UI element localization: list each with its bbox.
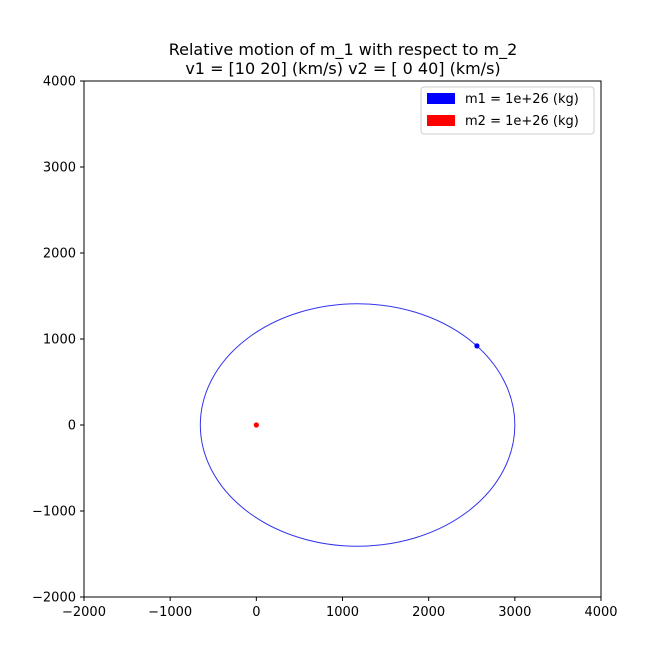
legend-swatch-m1 — [427, 93, 455, 104]
y-tick-label: 0 — [68, 419, 76, 434]
x-tick-label: 4000 — [584, 605, 617, 620]
point-m2 — [253, 422, 259, 428]
x-tick-label: 2000 — [412, 605, 445, 620]
y-tick-label: −2000 — [32, 591, 76, 606]
y-tick-label: 2000 — [43, 247, 76, 262]
legend-box — [420, 86, 595, 135]
legend-swatch-m2 — [427, 115, 455, 126]
x-tick-label: 3000 — [498, 605, 531, 620]
chart-subtitle: v1 = [10 20] (km/s) v2 = [ 0 40] (km/s) — [185, 59, 500, 78]
orbit-layer — [199, 303, 516, 547]
y-tick-label: 4000 — [43, 75, 76, 90]
plot-area — [84, 81, 601, 597]
legend: m1 = 1e+26 (kg) m2 = 1e+26 (kg) — [420, 86, 595, 135]
x-axis: −2000 −1000 0 1000 2000 3000 4000 — [62, 597, 618, 620]
y-tick-label: −1000 — [32, 505, 76, 520]
legend-label-m2: m2 = 1e+26 (kg) — [465, 114, 579, 129]
points-layer — [253, 343, 480, 428]
y-axis: −2000 −1000 0 1000 2000 3000 4000 — [32, 75, 84, 606]
x-tick-label: −1000 — [148, 605, 192, 620]
y-tick-label: 1000 — [43, 333, 76, 348]
point-m1 — [474, 343, 480, 349]
x-tick-label: 0 — [252, 605, 260, 620]
x-tick-label: 1000 — [326, 605, 359, 620]
legend-label-m1: m1 = 1e+26 (kg) — [465, 92, 579, 107]
chart-title: Relative motion of m_1 with respect to m… — [169, 40, 518, 60]
orbit-path — [199, 303, 516, 547]
x-tick-label: −2000 — [62, 605, 106, 620]
y-tick-label: 3000 — [43, 161, 76, 176]
